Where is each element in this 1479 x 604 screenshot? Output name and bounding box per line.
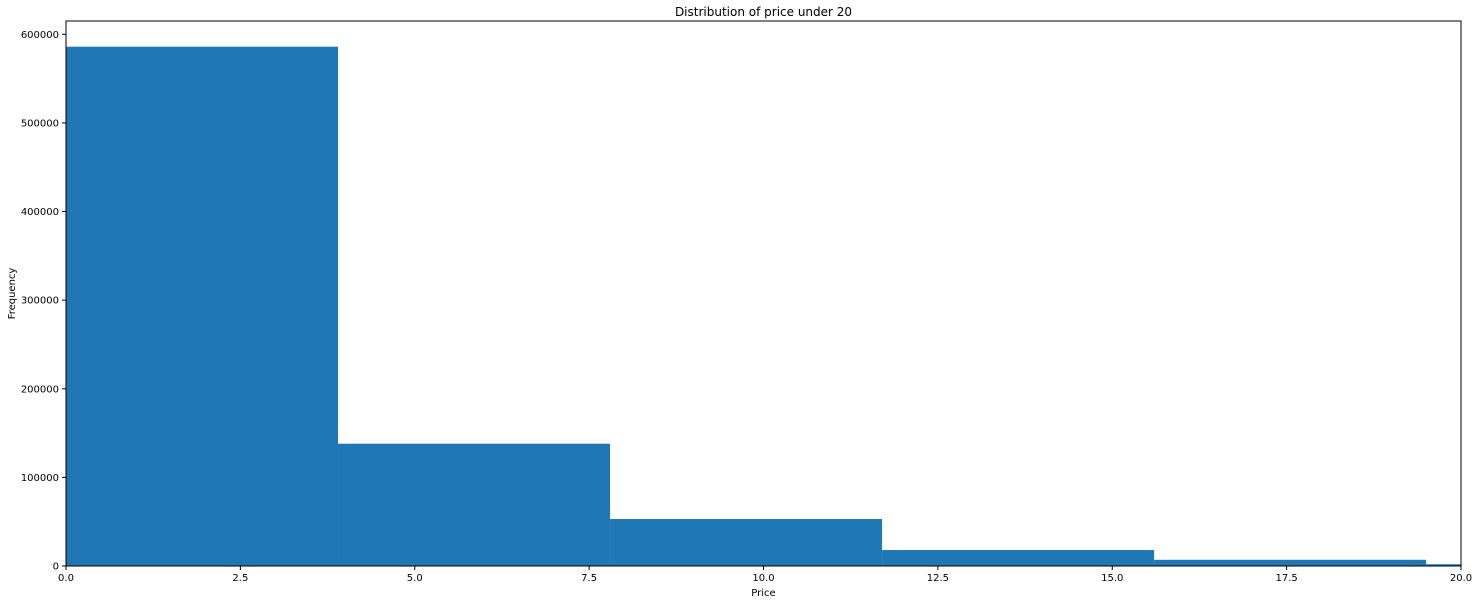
histogram-bar-5 bbox=[1426, 564, 1461, 566]
y-axis-label: Frequency bbox=[7, 268, 18, 320]
y-tick-label-2: 200000 bbox=[21, 384, 59, 395]
x-tick-label-3: 7.5 bbox=[581, 573, 597, 584]
x-tick-label-4: 10.0 bbox=[752, 573, 774, 584]
y-tick-label-0: 0 bbox=[53, 562, 59, 573]
bars-group bbox=[66, 46, 1461, 566]
x-tick-label-1: 2.5 bbox=[232, 573, 248, 584]
y-tick-label-6: 600000 bbox=[21, 30, 59, 41]
x-tick-label-5: 12.5 bbox=[927, 573, 949, 584]
y-axis-ticks: 0 100000 200000 300000 400000 500000 600000 bbox=[21, 30, 66, 573]
x-tick-label-7: 17.5 bbox=[1275, 573, 1297, 584]
chart-title: Distribution of price under 20 bbox=[675, 5, 852, 19]
x-tick-label-0: 0.0 bbox=[58, 573, 74, 584]
x-tick-label-8: 20.0 bbox=[1450, 573, 1472, 584]
histogram-bar-1 bbox=[338, 443, 611, 566]
histogram-bar-3 bbox=[882, 550, 1155, 566]
x-axis-ticks: 0.0 2.5 5.0 7.5 10.0 12.5 15.0 17.5 20.0 bbox=[58, 566, 1472, 584]
x-tick-label-6: 15.0 bbox=[1101, 573, 1123, 584]
y-tick-label-5: 500000 bbox=[21, 118, 59, 129]
plot-frame bbox=[65, 20, 1462, 567]
histogram-bar-0 bbox=[66, 46, 339, 566]
histogram-bar-4 bbox=[1154, 559, 1427, 566]
x-tick-label-2: 5.0 bbox=[407, 573, 423, 584]
y-tick-label-4: 400000 bbox=[21, 207, 59, 218]
y-tick-label-3: 300000 bbox=[21, 296, 59, 307]
y-tick-label-1: 100000 bbox=[21, 473, 59, 484]
histogram-bar-2 bbox=[610, 519, 883, 566]
x-axis-label: Price bbox=[751, 588, 775, 599]
